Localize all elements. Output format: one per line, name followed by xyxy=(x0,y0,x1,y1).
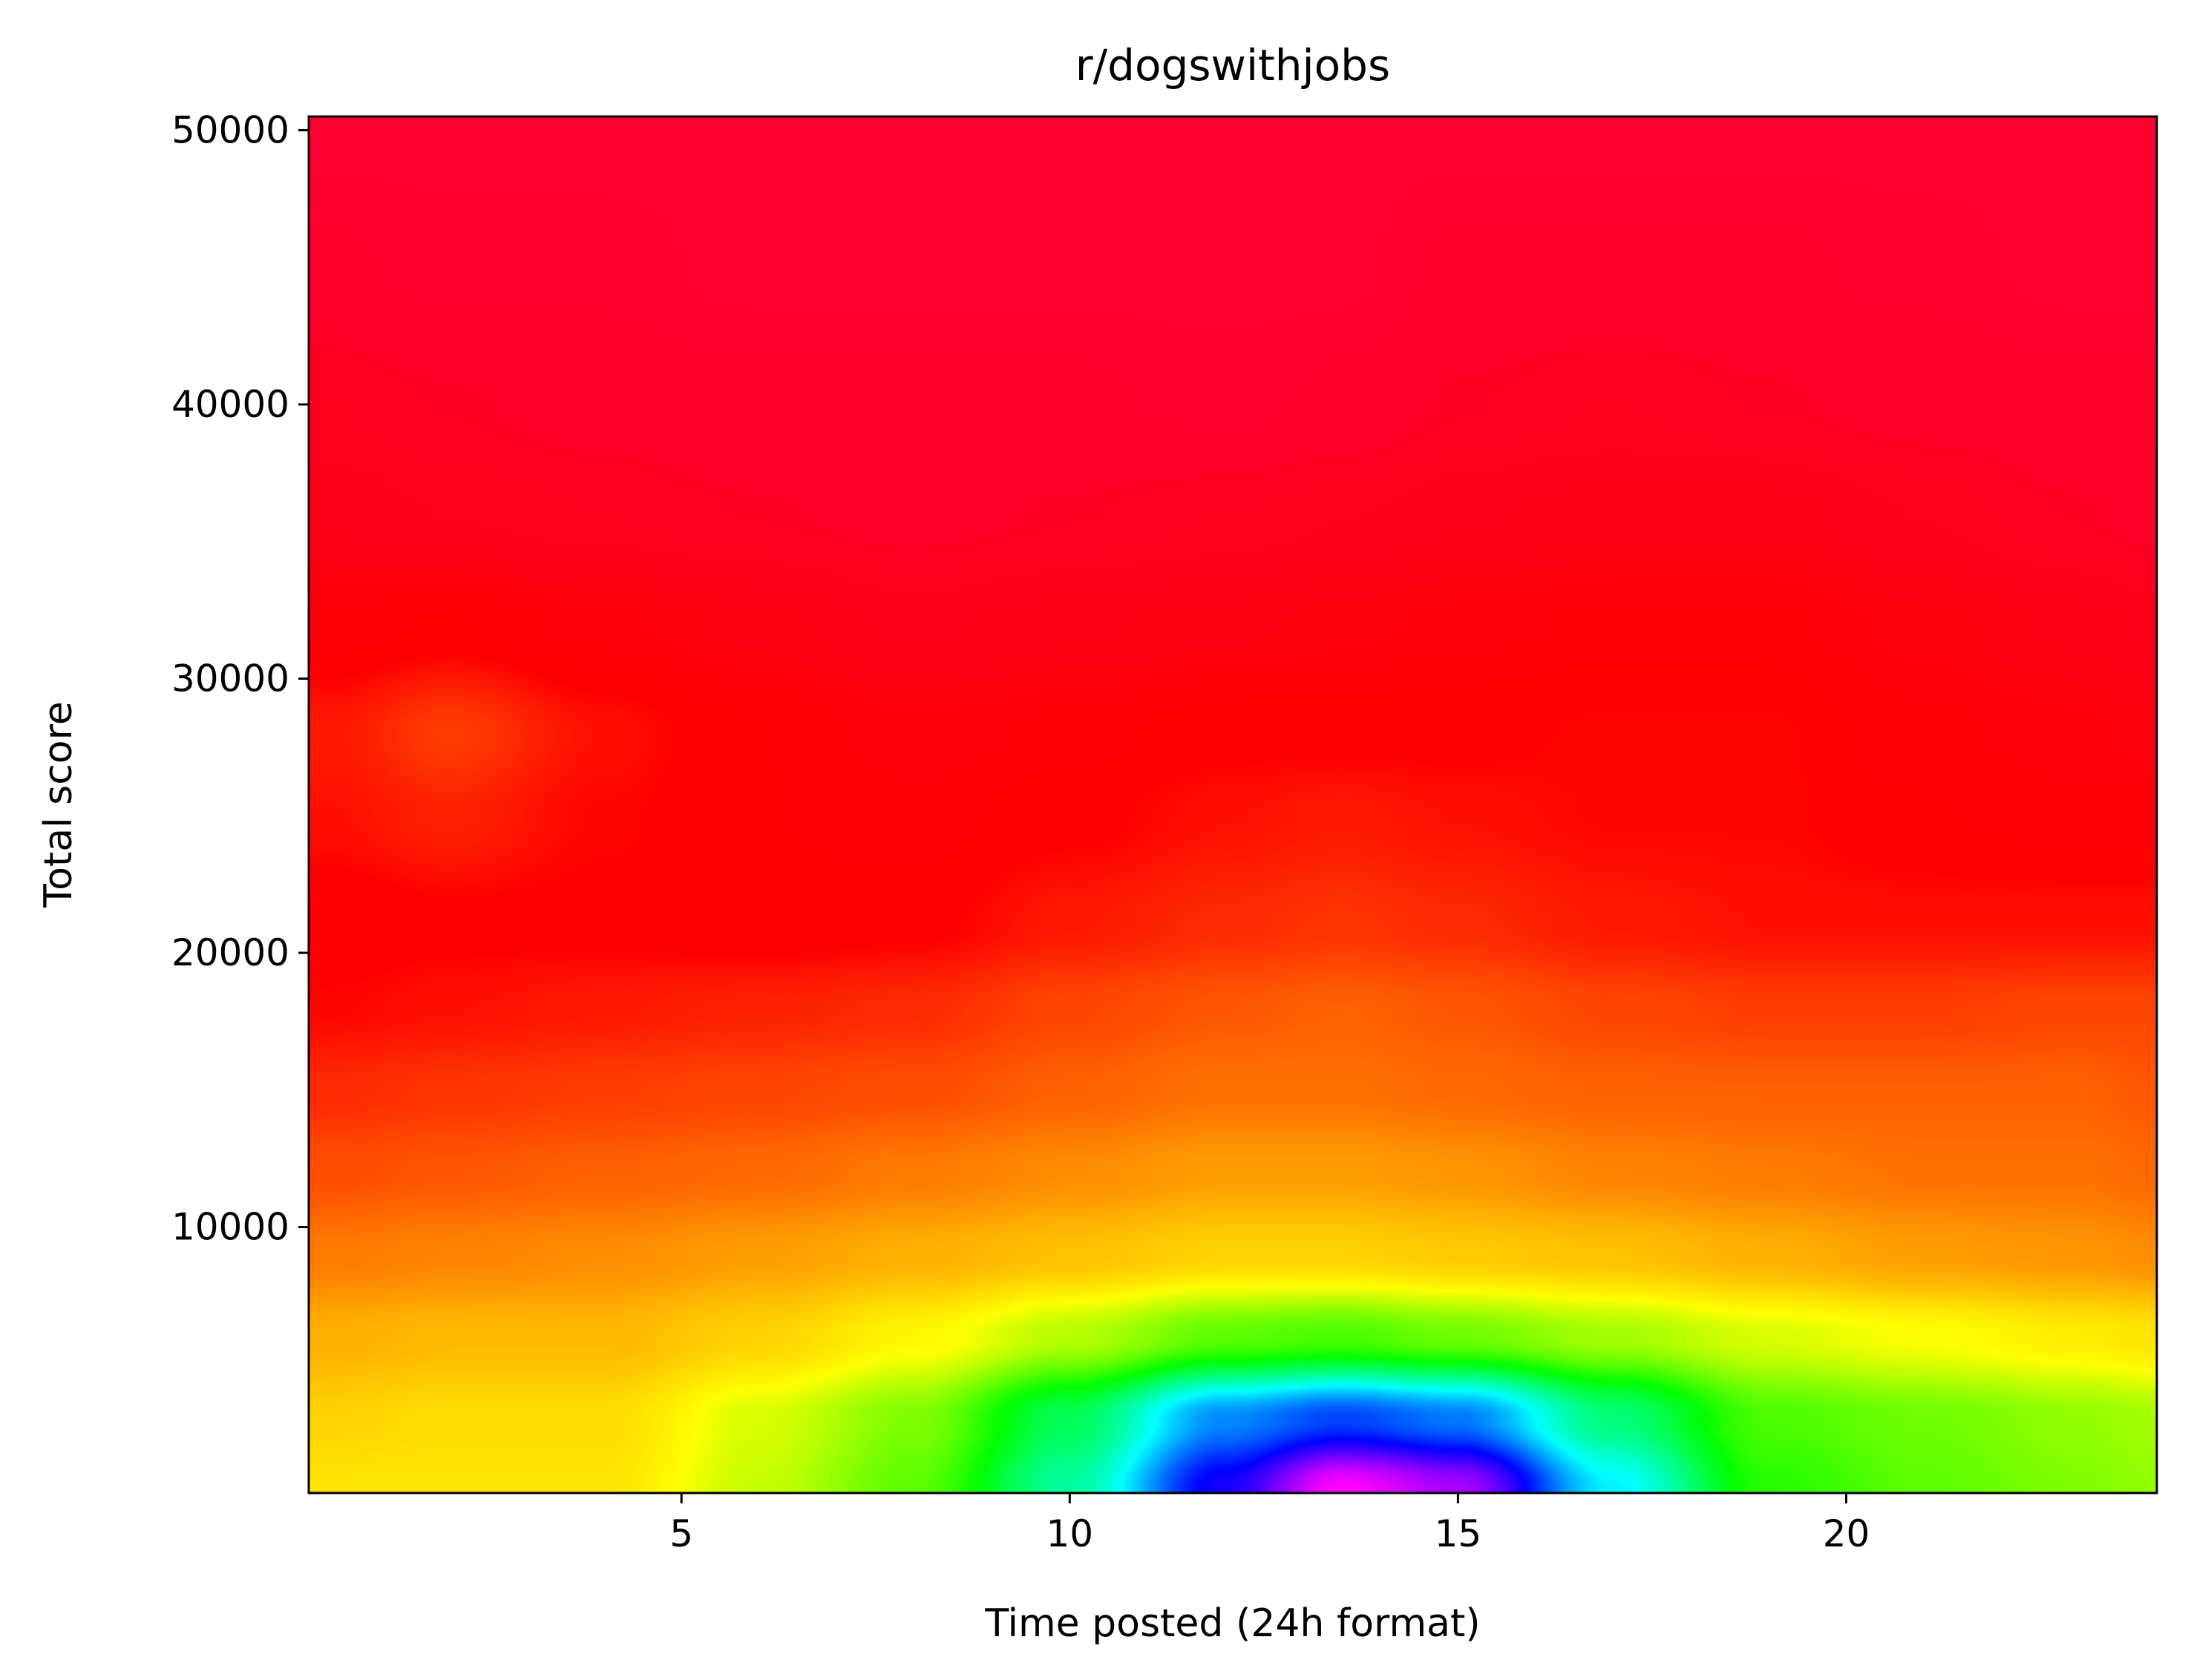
x-tick-label: 5 xyxy=(669,1512,693,1555)
y-tick-label: 40000 xyxy=(171,383,289,426)
x-axis-label: Time posted (24h format) xyxy=(984,1601,1480,1646)
chart-title: r/dogswithjobs xyxy=(1075,40,1390,91)
x-tick-label: 10 xyxy=(1046,1512,1093,1555)
x-tick-label: 20 xyxy=(1823,1512,1870,1555)
plot-area xyxy=(307,115,2158,1494)
y-tick-label: 20000 xyxy=(171,931,289,974)
heatmap-image xyxy=(309,117,2157,1493)
y-axis: 10000 20000 30000 40000 50000 xyxy=(171,108,309,1249)
x-axis: 5 10 15 20 xyxy=(669,1493,1870,1555)
x-tick-label: 15 xyxy=(1435,1512,1482,1555)
y-tick-label: 50000 xyxy=(171,108,289,151)
y-tick-label: 10000 xyxy=(171,1206,289,1249)
plot-frame xyxy=(307,115,2158,1494)
y-tick-label: 30000 xyxy=(171,657,289,700)
y-axis-label: Total score xyxy=(36,701,81,908)
